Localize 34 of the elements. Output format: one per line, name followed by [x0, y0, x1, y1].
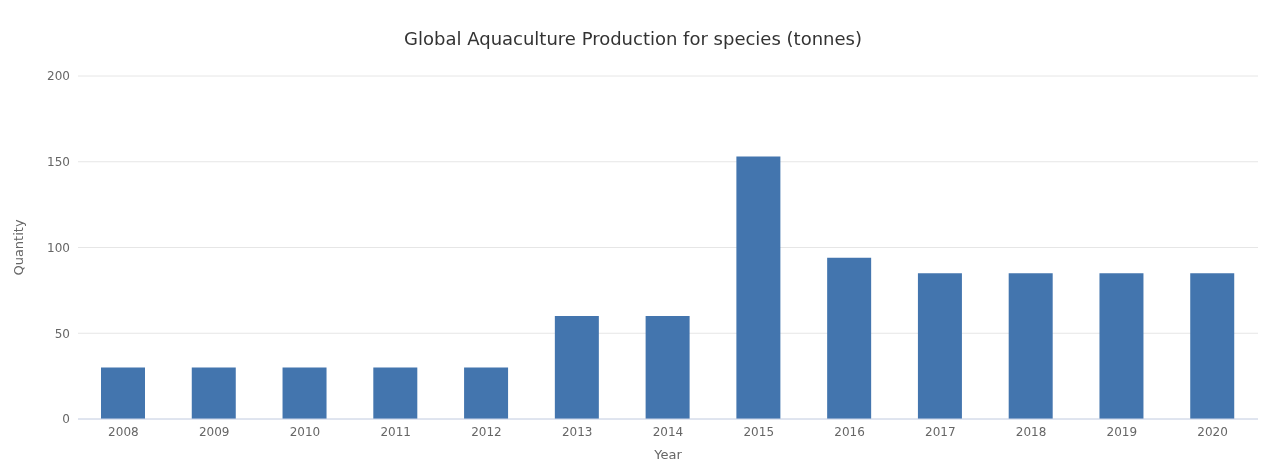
x-tick-label: 2014 [652, 424, 684, 439]
x-tick-label: 2013 [561, 424, 593, 439]
bar [1190, 273, 1235, 419]
y-tick-label: 100 [47, 240, 70, 255]
bar [1008, 273, 1053, 419]
bar [282, 367, 327, 419]
y-tick-label: 0 [62, 412, 70, 427]
bar [1099, 273, 1144, 419]
y-tick-label: 150 [47, 155, 70, 170]
y-tick-label: 200 [47, 69, 70, 84]
x-tick-label: 2015 [743, 424, 775, 439]
bar [917, 273, 962, 419]
x-tick-label: 2011 [380, 424, 411, 439]
x-tick-label: 2018 [1015, 424, 1047, 439]
x-tick-label: 2009 [198, 424, 230, 439]
bar [736, 156, 781, 419]
bar [554, 316, 599, 419]
x-tick-label: 2020 [1197, 424, 1228, 439]
y-axis-title: Quantity [10, 219, 26, 276]
x-axis-title: Year [653, 447, 683, 462]
x-tick-label: 2012 [471, 424, 502, 439]
bar [373, 367, 418, 419]
x-tick-label: 2008 [108, 424, 139, 439]
bar [464, 367, 509, 419]
bar [191, 367, 236, 419]
chart-title: Global Aquaculture Production for species (tonnes) [403, 28, 863, 51]
bar [645, 316, 690, 419]
y-tick-label: 50 [54, 326, 70, 341]
bar [101, 367, 145, 419]
x-tick-label: 2019 [1106, 424, 1138, 439]
x-tick-label: 2016 [834, 424, 865, 439]
bar [827, 257, 872, 419]
x-tick-label: 2010 [289, 424, 321, 439]
x-tick-label: 2017 [925, 424, 956, 439]
